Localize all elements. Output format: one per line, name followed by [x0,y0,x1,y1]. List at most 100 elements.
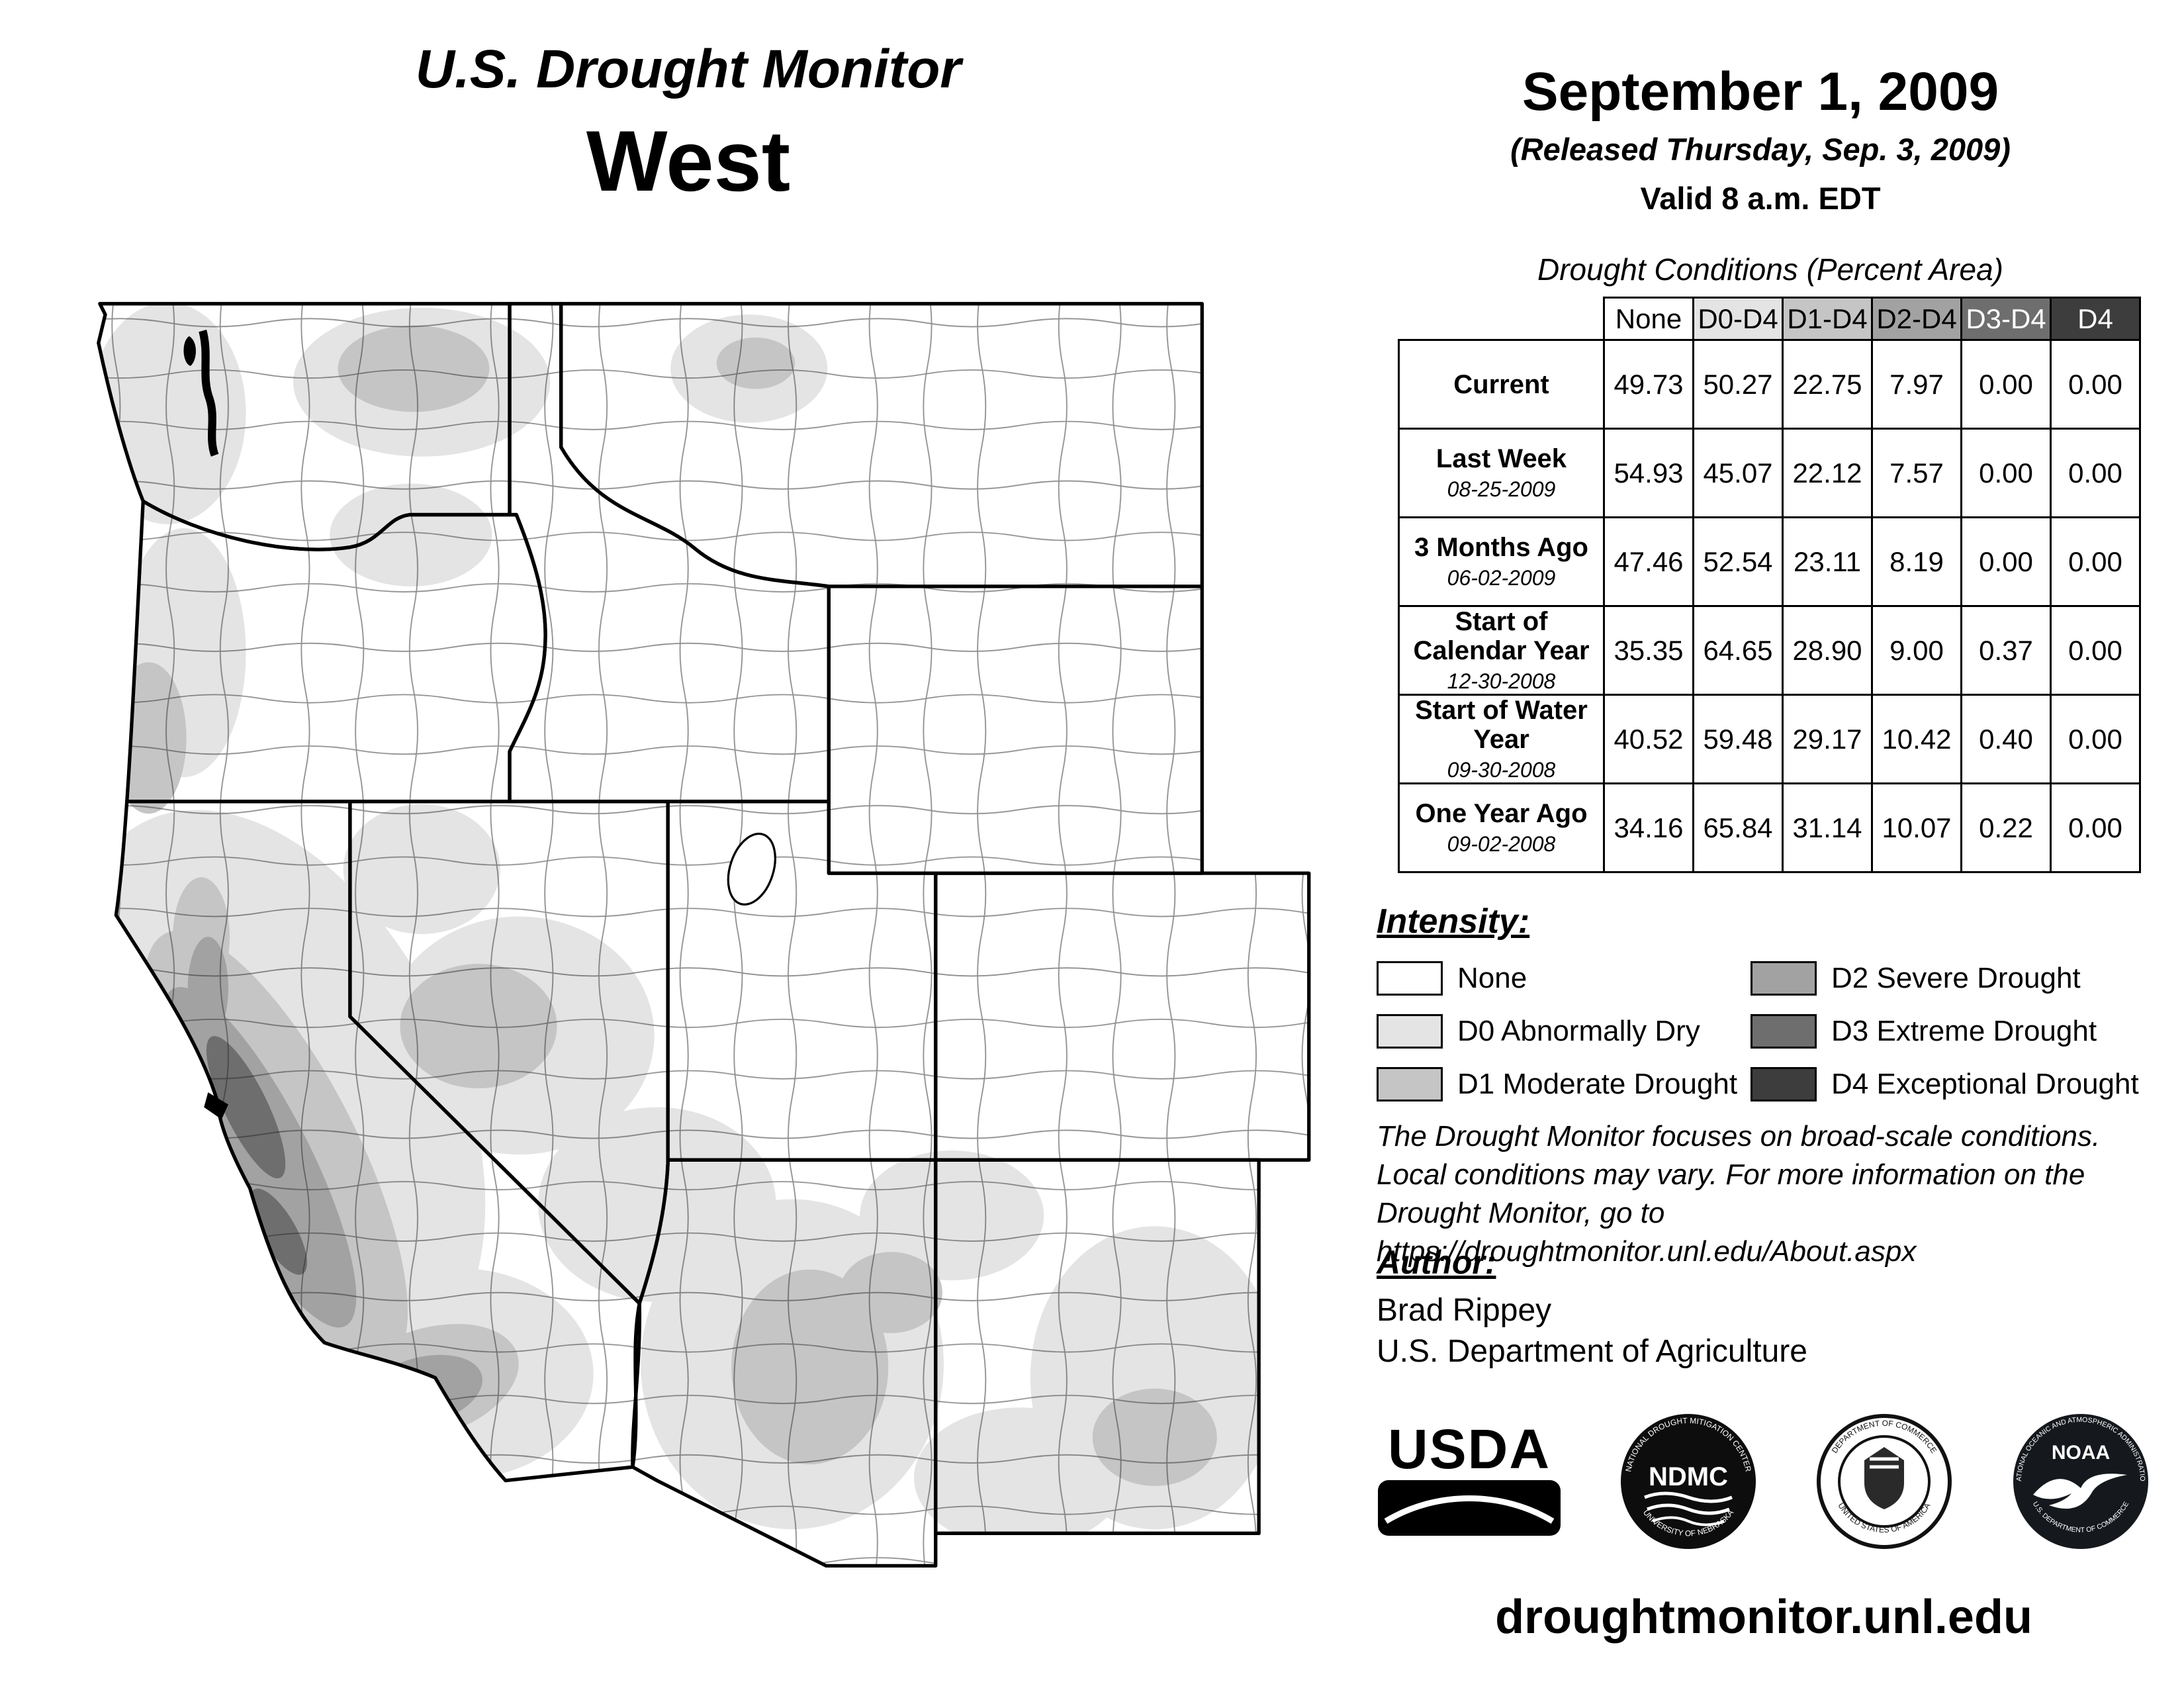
drought-shading-layer [98,303,1309,1566]
legend-label: D4 Exceptional Drought [1831,1068,2139,1100]
header-none: None [1603,297,1694,341]
cell-value: 28.90 [1782,605,1873,696]
cell-value: 0.00 [2050,516,2141,607]
d3-swatch [1751,1014,1817,1049]
west-drought-map [73,285,1317,1611]
legend-item-d1: D1 Moderate Drought [1377,1067,1751,1102]
legend-item-d4: D4 Exceptional Drought [1751,1067,2151,1102]
map-date: September 1, 2009 [1522,62,1999,122]
cell-value: 22.75 [1782,339,1873,430]
row-date: 09-02-2008 [1447,832,1556,856]
row-date: 06-02-2009 [1447,566,1556,590]
d0-swatch [1377,1014,1443,1049]
west-map-svg [97,302,1311,1568]
header-d3-d4: D3-D4 [1960,297,2052,341]
usda-wordmark: USDA [1387,1418,1551,1481]
cell-value: 9.00 [1871,605,1962,696]
table-row: Start of Calendar Year 12-30-2008 35.35 … [1398,605,2141,696]
footer-url: droughtmonitor.unl.edu [1495,1591,2032,1644]
commerce-seal: DEPARTMENT OF COMMERCE UNITED STATES OF … [1817,1414,1952,1549]
cell-value: 8.19 [1871,516,1962,607]
usda-swoosh-icon [1378,1479,1561,1536]
cell-value: 65.84 [1692,782,1784,873]
cell-value: 64.65 [1692,605,1784,696]
puget-sound [199,330,219,457]
legend-item-none: None [1377,961,1751,996]
row-label: One Year Ago [1415,799,1588,828]
table-row: One Year Ago 09-02-2008 34.16 65.84 31.1… [1398,782,2141,873]
row-date: 08-25-2009 [1447,477,1556,501]
disclaimer-text: The Drought Monitor focuses on broad-sca… [1377,1120,2101,1268]
legend-label: D3 Extreme Drought [1831,1015,2097,1047]
cell-value: 0.00 [2050,428,2141,518]
row-label: Last Week [1435,444,1567,473]
row-label: Current [1453,369,1549,399]
cell-value: 7.97 [1871,339,1962,430]
cell-value: 45.07 [1692,428,1784,518]
cell-value: 31.14 [1782,782,1873,873]
logos-row: USDA NDMC NATIONAL DROUGHT MITIGATION CE… [1377,1409,2151,1554]
cell-value: 22.12 [1782,428,1873,518]
table-title: Drought Conditions (Percent Area) [1537,252,2003,287]
cell-value: 0.00 [2050,339,2141,430]
cell-value: 0.37 [1960,605,2052,696]
commerce-eagle-shield [1864,1447,1905,1509]
drought-conditions-table: None D0-D4 D1-D4 D2-D4 D3-D4 D4 Current … [1398,297,2141,873]
cell-value: 34.16 [1603,782,1694,873]
legend-label: D0 Abnormally Dry [1457,1015,1700,1047]
legend-item-d0: D0 Abnormally Dry [1377,1014,1751,1049]
state-borders [97,302,1311,1568]
state-arizona [631,1158,938,1568]
cell-value: 0.00 [1960,516,2052,607]
header-d0-d4: D0-D4 [1692,297,1784,341]
row-label: 3 Months Ago [1414,533,1588,562]
row-label: Start of Water Year [1415,696,1588,754]
d2-swatch [1751,961,1817,996]
legend-label: D2 Severe Drought [1831,962,2081,994]
cell-value: 0.00 [1960,428,2052,518]
legend-item-d3: D3 Extreme Drought [1751,1014,2151,1049]
intensity-heading: Intensity: [1377,902,1530,941]
cell-value: 59.48 [1692,694,1784,784]
table-row: Current 49.73 50.27 22.75 7.97 0.00 0.00 [1398,339,2141,430]
legend-item-d2: D2 Severe Drought [1751,961,2151,996]
cell-value: 0.00 [2050,694,2141,784]
cell-value: 10.42 [1871,694,1962,784]
cell-value: 50.27 [1692,339,1784,430]
legend-label: None [1457,962,1527,994]
cell-value: 0.00 [1960,339,2052,430]
legend-label: D1 Moderate Drought [1457,1068,1738,1100]
header-d1-d4: D1-D4 [1782,297,1873,341]
author-organization: U.S. Department of Agriculture [1377,1334,1807,1369]
row-date: 09-30-2008 [1447,758,1556,782]
cell-value: 35.35 [1603,605,1694,696]
region-title: West [586,113,791,209]
none-swatch [1377,961,1443,996]
table-row: 3 Months Ago 06-02-2009 47.46 52.54 23.1… [1398,516,2141,607]
noaa-wordmark: NOAA [2052,1442,2110,1464]
ndmc-wordmark: NDMC [1649,1462,1728,1491]
cell-value: 0.00 [2050,605,2141,696]
d4-swatch [1751,1067,1817,1102]
header-d4: D4 [2050,297,2141,341]
cell-value: 29.17 [1782,694,1873,784]
header-d2-d4: D2-D4 [1871,297,1962,341]
county-lines-texture [98,303,1309,1566]
row-date: 12-30-2008 [1447,669,1556,693]
cell-value: 40.52 [1603,694,1694,784]
page-title: U.S. Drought Monitor [415,39,962,99]
cell-value: 52.54 [1692,516,1784,607]
cell-value: 47.46 [1603,516,1694,607]
cell-value: 0.00 [2050,782,2141,873]
noaa-logo: NOAA NATIONAL OCEANIC AND ATMOSPHERIC AD… [2011,1411,2148,1549]
d1-swatch [1377,1067,1443,1102]
row-label: Start of Calendar Year [1413,607,1590,665]
header-blank-cell [1399,298,1604,340]
great-salt-lake [727,832,776,906]
table-row: Last Week 08-25-2009 54.93 45.07 22.12 7… [1398,428,2141,518]
author-heading: Author: [1377,1244,1496,1281]
cell-value: 0.22 [1960,782,2052,873]
table-header-row: None D0-D4 D1-D4 D2-D4 D3-D4 D4 [1399,297,2141,341]
cell-value: 23.11 [1782,516,1873,607]
